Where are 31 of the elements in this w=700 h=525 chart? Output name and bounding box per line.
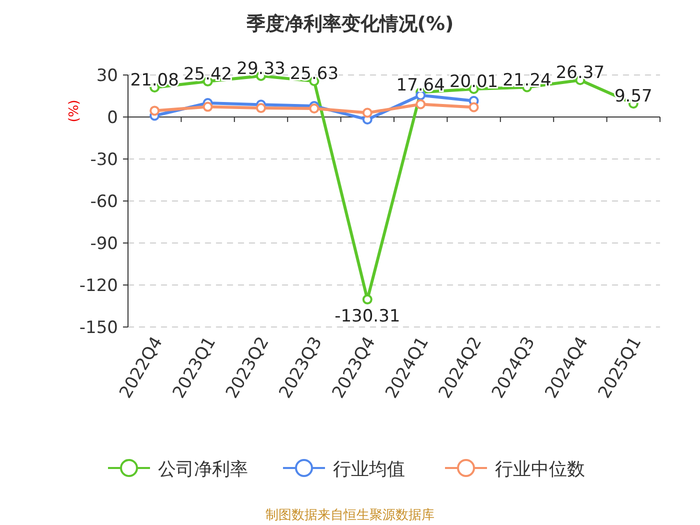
data-label: 21.08 bbox=[130, 70, 179, 90]
data-label: 25.42 bbox=[183, 64, 232, 84]
data-label: 17.64 bbox=[396, 75, 445, 96]
legend-label: 公司净利率 bbox=[158, 459, 248, 480]
y-tick-label: -150 bbox=[79, 318, 118, 338]
data-label: 20.01 bbox=[449, 72, 498, 92]
point bbox=[416, 99, 426, 110]
y-axis-title: (%) bbox=[67, 100, 82, 122]
point bbox=[362, 108, 372, 118]
point bbox=[150, 106, 160, 116]
y-tick-label: -90 bbox=[90, 234, 118, 254]
text: 制图数据来自恒生聚源数据库 bbox=[266, 508, 434, 523]
data-label: 25.63 bbox=[290, 64, 339, 84]
point bbox=[468, 102, 479, 112]
y-tick-label: -120 bbox=[79, 276, 118, 296]
data-label: -130.31 bbox=[334, 306, 400, 326]
legend-label: 行业中位数 bbox=[495, 459, 585, 480]
data-label: 26.37 bbox=[556, 63, 605, 84]
data-label: 21.24 bbox=[502, 70, 552, 90]
legend-label: 行业均值 bbox=[333, 459, 405, 480]
data-label: 29.33 bbox=[236, 58, 286, 79]
point bbox=[362, 294, 372, 304]
point bbox=[416, 90, 426, 100]
y-tick-label: 30 bbox=[96, 66, 118, 86]
chart-title: 季度净利率变化情况(%) bbox=[245, 13, 454, 35]
point bbox=[202, 102, 213, 112]
y-tick-label: -30 bbox=[90, 150, 118, 170]
point bbox=[256, 103, 266, 114]
y-tick-label: -60 bbox=[90, 192, 118, 212]
y-tick-label: 0 bbox=[107, 108, 118, 128]
point bbox=[309, 103, 320, 114]
